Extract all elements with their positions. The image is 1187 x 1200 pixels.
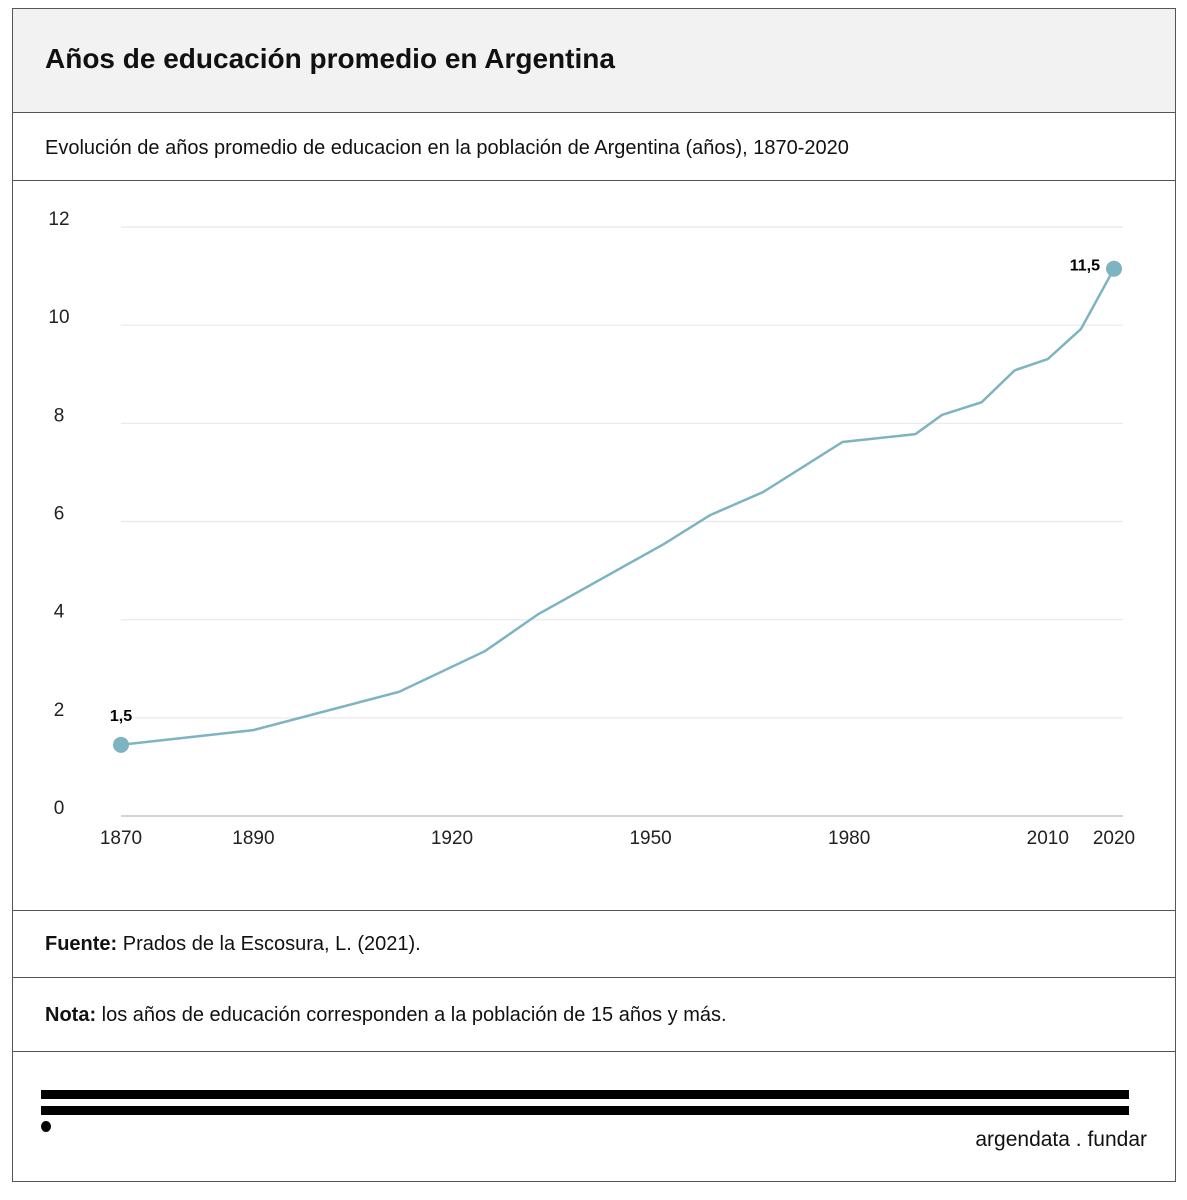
chart-subtitle: Evolución de años promedio de educacion …	[45, 137, 849, 159]
logo-dot	[41, 1121, 51, 1132]
x-tick-label: 1870	[100, 828, 142, 849]
x-tick-label: 1920	[431, 828, 473, 849]
data-label: 11,5	[1070, 258, 1100, 275]
line-chart: 0 2 4 6 8 10 12 1870 1890 1920 1950 1980 2010 2020 1,5…	[48, 209, 1135, 849]
x-tick-label: 1890	[232, 828, 274, 849]
x-tick-label: 2020	[1093, 828, 1135, 849]
y-tick-label: 6	[54, 504, 65, 525]
y-tick-label: 8	[54, 405, 65, 426]
logo-bar-bottom	[41, 1106, 1129, 1115]
note-label: Nota:	[45, 1004, 97, 1026]
note-text: los años de educación corresponden a la …	[96, 1004, 727, 1026]
x-tick-label: 1980	[828, 828, 870, 849]
subtitle-section: Evolución de años promedio de educacion …	[13, 113, 1175, 181]
source-label: Fuente:	[45, 933, 118, 955]
chart-card: Años de educación promedio en Argentina …	[12, 8, 1176, 1182]
header: Años de educación promedio en Argentina	[13, 9, 1175, 113]
y-tick-label: 0	[54, 798, 65, 819]
y-tick-label: 10	[48, 307, 69, 328]
page-title: Años de educación promedio en Argentina	[45, 43, 615, 74]
data-point	[113, 736, 129, 753]
data-point	[1106, 260, 1122, 277]
brand-logo-text: argendata . fundar	[975, 1128, 1147, 1151]
series-line	[120, 268, 1116, 747]
data-label: 1,5	[110, 708, 132, 725]
chart-area: 0 2 4 6 8 10 12 1870 1890 1920 1950 1980 2010 2020 1,5…	[13, 181, 1175, 911]
source-text: Prados de la Escosura, L. (2021).	[117, 933, 421, 955]
x-tick-label: 2010	[1027, 828, 1069, 849]
note-section: Nota: los años de educación corresponden…	[13, 978, 1175, 1052]
y-tick-label: 2	[54, 700, 65, 721]
source-section: Fuente: Prados de la Escosura, L. (2021)…	[13, 911, 1175, 978]
logo-bar-top	[41, 1090, 1129, 1099]
x-tick-label: 1950	[629, 828, 671, 849]
y-tick-label: 4	[54, 602, 65, 623]
footer: argendata . fundar	[13, 1052, 1175, 1182]
y-tick-label: 12	[48, 209, 69, 230]
